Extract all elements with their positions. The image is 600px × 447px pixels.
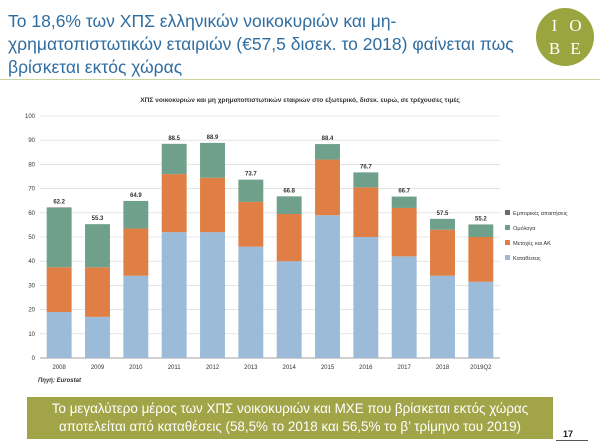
total-label: 88.9 bbox=[207, 135, 219, 141]
bar-segment-2 bbox=[468, 224, 494, 237]
summary-text: Το μεγαλύτερο μέρος των ΧΠΣ νοικοκυριών … bbox=[51, 401, 529, 434]
bar-segment-1 bbox=[238, 201, 264, 247]
bar-segment-1 bbox=[353, 187, 379, 237]
total-label: 88.4 bbox=[322, 136, 334, 142]
bar-segment-2 bbox=[391, 196, 417, 208]
total-label: 76.7 bbox=[360, 164, 372, 170]
legend-swatch bbox=[505, 210, 510, 215]
bar-segment-0 bbox=[430, 275, 455, 358]
x-tick-label: 2011 bbox=[168, 365, 182, 371]
page-title: Το 18,6% των ΧΠΣ ελληνικών νοικοκυριών κ… bbox=[8, 11, 514, 77]
bar-segment-0 bbox=[238, 246, 264, 358]
legend-label: Ομόλογα bbox=[513, 225, 536, 232]
bar-segment-2 bbox=[315, 144, 340, 160]
total-label: 55.2 bbox=[475, 216, 487, 222]
bar-segment-2 bbox=[353, 172, 379, 188]
bar-segment-0 bbox=[315, 215, 340, 358]
bar-segment-2 bbox=[276, 196, 302, 215]
bar-segment-2 bbox=[238, 179, 264, 202]
chart: ΧΠΣ νοικοκυριών και μη χρηματοπιστωτικών… bbox=[0, 90, 600, 390]
total-label: 66.7 bbox=[398, 189, 410, 195]
legend-swatch bbox=[505, 225, 510, 230]
bar-segment-2 bbox=[46, 207, 72, 268]
legend-label: Εμπορικές απαιτήσεις bbox=[513, 210, 568, 217]
y-tick-label: 90 bbox=[28, 138, 35, 144]
bar-segment-1 bbox=[468, 237, 494, 282]
bar-segment-2 bbox=[123, 200, 149, 229]
y-tick-label: 60 bbox=[28, 211, 35, 217]
page-number: 17 bbox=[563, 429, 574, 439]
y-tick-label: 100 bbox=[25, 114, 36, 120]
y-tick-label: 20 bbox=[28, 308, 35, 314]
bar-segment-0 bbox=[353, 237, 379, 358]
logo-letter: Ι bbox=[551, 16, 558, 35]
total-label: 66.8 bbox=[283, 188, 295, 194]
legend-swatch bbox=[505, 255, 510, 260]
total-label: 64.9 bbox=[130, 193, 142, 199]
x-tick-label: 2019Q2 bbox=[470, 365, 492, 371]
total-label: 57.5 bbox=[437, 211, 449, 217]
iobe-logo: Ι Ο Β Ε bbox=[536, 8, 594, 66]
bar-segment-2 bbox=[161, 143, 187, 175]
x-tick-label: 2008 bbox=[52, 365, 66, 371]
bar-segment-0 bbox=[123, 275, 149, 358]
y-tick-label: 40 bbox=[28, 259, 35, 265]
bar-segment-0 bbox=[85, 316, 110, 358]
x-tick-label: 2009 bbox=[91, 365, 105, 371]
chart-title: ΧΠΣ νοικοκυριών και μη χρηματοπιστωτικών… bbox=[140, 97, 460, 104]
legend-label: Καταθέσεις bbox=[513, 255, 541, 262]
y-tick-label: 70 bbox=[28, 187, 35, 193]
bar-segment-1 bbox=[161, 174, 187, 233]
header-divider bbox=[0, 79, 600, 80]
bar-segment-0 bbox=[276, 261, 302, 358]
x-tick-label: 2010 bbox=[129, 365, 143, 371]
header: Το 18,6% των ΧΠΣ ελληνικών νοικοκυριών κ… bbox=[0, 0, 600, 77]
bar-segment-2 bbox=[85, 224, 110, 268]
page-number-rule bbox=[556, 440, 588, 441]
legend-swatch bbox=[505, 240, 510, 245]
stacked-bar-chart: ΧΠΣ νοικοκυριών και μη χρηματοπιστωτικών… bbox=[25, 97, 568, 384]
bar-segment-1 bbox=[391, 207, 417, 257]
bar-segment-0 bbox=[46, 312, 72, 358]
source-note: Πηγή: Eurostat bbox=[38, 378, 82, 384]
x-tick-label: 2015 bbox=[321, 365, 335, 371]
bar-segment-1 bbox=[123, 228, 149, 276]
total-label: 73.7 bbox=[245, 172, 257, 178]
total-label: 55.3 bbox=[92, 216, 104, 222]
y-tick-label: 30 bbox=[28, 283, 35, 289]
x-tick-label: 2013 bbox=[244, 365, 258, 371]
bar-segment-2 bbox=[200, 142, 225, 178]
y-tick-label: 10 bbox=[28, 332, 35, 338]
bar-segment-0 bbox=[391, 256, 417, 358]
y-tick-label: 50 bbox=[28, 235, 35, 241]
bar-segment-1 bbox=[46, 267, 72, 313]
logo-letter: Ο bbox=[569, 16, 582, 35]
bar-segment-2 bbox=[430, 218, 455, 230]
x-tick-label: 2012 bbox=[206, 365, 220, 371]
bar-segment-0 bbox=[161, 232, 187, 358]
summary-box: Το μεγαλύτερο μέρος των ΧΠΣ νοικοκυριών … bbox=[27, 397, 553, 439]
bar-segment-1 bbox=[200, 177, 225, 233]
y-tick-label: 80 bbox=[28, 162, 35, 168]
bar-segment-1 bbox=[315, 159, 340, 216]
bar-segment-0 bbox=[200, 232, 225, 358]
y-tick-label: 0 bbox=[32, 356, 36, 362]
total-label: 88.5 bbox=[168, 136, 180, 142]
x-tick-label: 2014 bbox=[282, 365, 296, 371]
bar-segment-1 bbox=[276, 214, 302, 262]
legend-label: Μετοχές και ΑΚ bbox=[513, 240, 551, 247]
x-tick-label: 2016 bbox=[359, 365, 373, 371]
x-tick-label: 2018 bbox=[436, 365, 450, 371]
logo-letter: Β bbox=[548, 39, 561, 58]
bar-segment-1 bbox=[85, 267, 110, 317]
x-tick-label: 2017 bbox=[397, 365, 411, 371]
bar-segment-1 bbox=[430, 229, 455, 276]
bar-segment-0 bbox=[468, 281, 494, 358]
total-label: 62.2 bbox=[53, 199, 65, 205]
logo-letter: Ε bbox=[570, 39, 581, 58]
